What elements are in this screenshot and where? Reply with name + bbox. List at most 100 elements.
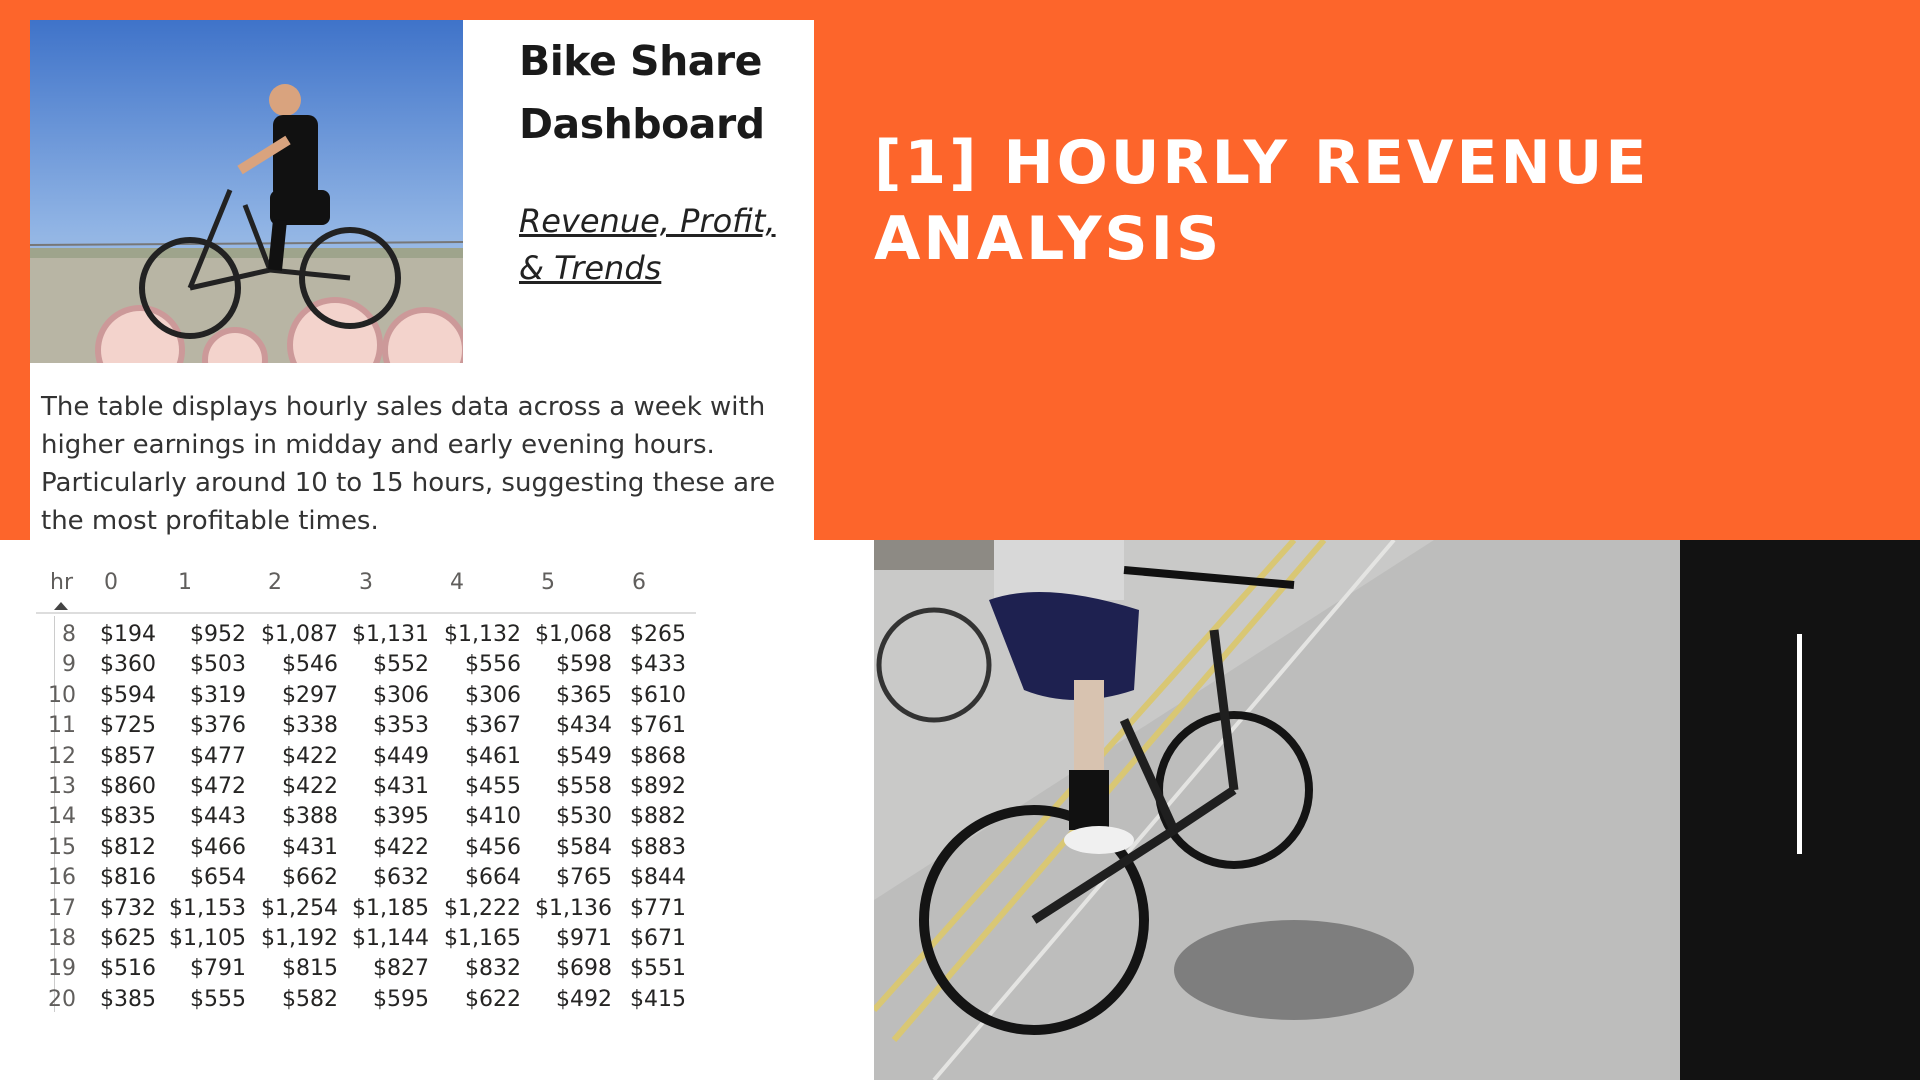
column-header[interactable]: 3 <box>359 570 373 595</box>
table-row[interactable]: 9 $360 $503 $546 $552 $556 $598 $433 <box>36 650 716 680</box>
revenue-cell: $594 <box>100 682 156 708</box>
revenue-cell: $595 <box>373 986 429 1012</box>
revenue-cell: $662 <box>282 865 338 891</box>
revenue-cell: $771 <box>630 895 686 921</box>
revenue-cell: $360 <box>100 652 156 678</box>
revenue-cell: $625 <box>100 925 156 951</box>
revenue-cell: $456 <box>465 834 521 860</box>
revenue-cell: $584 <box>556 834 612 860</box>
table-row[interactable]: 11 $725 $376 $338 $353 $367 $434 $761 <box>36 711 716 741</box>
revenue-cell: $516 <box>100 956 156 982</box>
row-hour-label: 20 <box>48 986 76 1012</box>
revenue-cell: $556 <box>465 652 521 678</box>
revenue-cell: $415 <box>630 986 686 1012</box>
row-hour-label: 16 <box>48 865 76 891</box>
revenue-cell: $857 <box>100 743 156 769</box>
table-description: The table displays hourly sales data acr… <box>41 392 776 536</box>
table-row[interactable]: 19 $516 $791 $815 $827 $832 $698 $551 <box>36 954 716 984</box>
revenue-cell: $395 <box>373 804 429 830</box>
revenue-cell: $844 <box>630 865 686 891</box>
revenue-cell: $1,068 <box>535 622 612 647</box>
revenue-cell: $455 <box>465 773 521 799</box>
revenue-cell: $1,105 <box>169 925 246 951</box>
revenue-cell: $860 <box>100 773 156 799</box>
revenue-cell: $353 <box>373 713 429 739</box>
revenue-cell: $827 <box>373 956 429 982</box>
table-row[interactable]: 15 $812 $466 $431 $422 $456 $584 $883 <box>36 833 716 863</box>
revenue-cell: $698 <box>556 956 612 982</box>
revenue-cell: $1,087 <box>261 622 338 647</box>
row-hour-label: 14 <box>48 804 76 830</box>
table-row[interactable]: 10 $594 $319 $297 $306 $306 $365 $610 <box>36 681 716 711</box>
revenue-cell: $832 <box>465 956 521 982</box>
revenue-cell: $306 <box>373 682 429 708</box>
revenue-cell: $546 <box>282 652 338 678</box>
revenue-cell: $1,222 <box>444 895 521 921</box>
revenue-cell: $816 <box>100 865 156 891</box>
row-hour-label: 13 <box>48 773 76 799</box>
revenue-cell: $971 <box>556 925 612 951</box>
revenue-cell: $503 <box>190 652 246 678</box>
table-row[interactable]: 18 $625 $1,105 $1,192 $1,144 $1,165 $971 $671 <box>36 924 716 954</box>
column-header[interactable]: 6 <box>632 570 646 595</box>
revenue-cell: $882 <box>630 804 686 830</box>
column-header[interactable]: 2 <box>268 570 282 595</box>
revenue-cell: $892 <box>630 773 686 799</box>
revenue-cell: $431 <box>282 834 338 860</box>
revenue-cell: $443 <box>190 804 246 830</box>
dashboard-subtitle[interactable]: Revenue, Profit, & Trends <box>519 198 799 292</box>
row-hour-label: 15 <box>48 834 76 860</box>
table-row[interactable]: 13 $860 $472 $422 $431 $455 $558 $892 <box>36 772 716 802</box>
row-hour-label: 10 <box>48 682 76 708</box>
revenue-cell: $765 <box>556 865 612 891</box>
revenue-cell: $194 <box>100 622 156 647</box>
dashboard-title: Bike Share Dashboard <box>519 30 809 156</box>
revenue-cell: $549 <box>556 743 612 769</box>
revenue-cell: $338 <box>282 713 338 739</box>
revenue-cell: $1,136 <box>535 895 612 921</box>
revenue-cell: $732 <box>100 895 156 921</box>
section-headline: [1] HOURLY REVENUE ANALYSIS <box>874 125 1854 277</box>
row-hour-label: 19 <box>48 956 76 982</box>
revenue-cell: $791 <box>190 956 246 982</box>
row-hour-label: 8 <box>62 622 76 647</box>
revenue-cell: $433 <box>630 652 686 678</box>
revenue-cell: $477 <box>190 743 246 769</box>
revenue-cell: $431 <box>373 773 429 799</box>
column-header[interactable]: 5 <box>541 570 555 595</box>
table-row[interactable]: 16 $816 $654 $662 $632 $664 $765 $844 <box>36 863 716 893</box>
table-row[interactable]: 14 $835 $443 $388 $395 $410 $530 $882 <box>36 802 716 832</box>
sort-ascending-icon[interactable] <box>54 602 68 610</box>
revenue-cell: $1,185 <box>352 895 429 921</box>
title-line-2: Dashboard <box>519 100 765 148</box>
table-header: hr 0 1 2 3 4 5 6 <box>36 560 696 614</box>
row-header-label[interactable]: hr <box>50 570 73 595</box>
column-header[interactable]: 1 <box>178 570 192 595</box>
revenue-cell: $622 <box>465 986 521 1012</box>
revenue-cell: $1,153 <box>169 895 246 921</box>
table-row[interactable]: 12 $857 $477 $422 $449 $461 $549 $868 <box>36 742 716 772</box>
revenue-cell: $883 <box>630 834 686 860</box>
revenue-cell: $449 <box>373 743 429 769</box>
revenue-cell: $558 <box>556 773 612 799</box>
vertical-accent-bar <box>1797 634 1802 854</box>
table-row[interactable]: 17 $732 $1,153 $1,254 $1,185 $1,222 $1,136 $771 <box>36 894 716 924</box>
revenue-cell: $812 <box>100 834 156 860</box>
revenue-cell: $410 <box>465 804 521 830</box>
revenue-cell: $530 <box>556 804 612 830</box>
row-hour-label: 18 <box>48 925 76 951</box>
revenue-cell: $422 <box>373 834 429 860</box>
revenue-cell: $1,131 <box>352 622 429 647</box>
revenue-cell: $1,254 <box>261 895 338 921</box>
revenue-cell: $664 <box>465 865 521 891</box>
column-header[interactable]: 4 <box>450 570 464 595</box>
headline-line-2: ANALYSIS <box>874 204 1223 274</box>
table-row[interactable]: 20 $385 $555 $582 $595 $622 $492 $415 <box>36 985 716 1015</box>
row-hour-label: 12 <box>48 743 76 769</box>
revenue-cell: $610 <box>630 682 686 708</box>
column-header[interactable]: 0 <box>104 570 118 595</box>
table-row[interactable]: 8 $194 $952 $1,087 $1,131 $1,132 $1,068 $265 <box>36 620 716 650</box>
revenue-cell: $297 <box>282 682 338 708</box>
revenue-cell: $835 <box>100 804 156 830</box>
revenue-cell: $434 <box>556 713 612 739</box>
